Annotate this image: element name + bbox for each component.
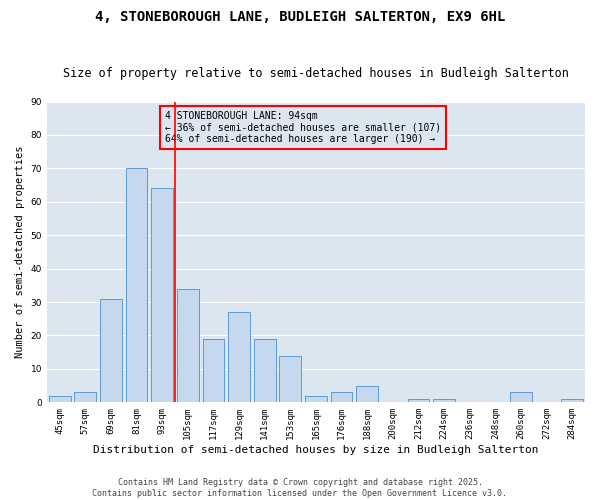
Text: 4, STONEBOROUGH LANE, BUDLEIGH SALTERTON, EX9 6HL: 4, STONEBOROUGH LANE, BUDLEIGH SALTERTON… <box>95 10 505 24</box>
Bar <box>203 339 224 402</box>
Y-axis label: Number of semi-detached properties: Number of semi-detached properties <box>15 146 25 358</box>
Bar <box>433 399 455 402</box>
Text: 4 STONEBOROUGH LANE: 94sqm
← 36% of semi-detached houses are smaller (107)
64% o: 4 STONEBOROUGH LANE: 94sqm ← 36% of semi… <box>165 110 442 144</box>
Bar <box>126 168 148 402</box>
Title: Size of property relative to semi-detached houses in Budleigh Salterton: Size of property relative to semi-detach… <box>63 66 569 80</box>
Bar <box>151 188 173 402</box>
Bar <box>331 392 352 402</box>
Bar <box>356 386 378 402</box>
Bar <box>100 298 122 403</box>
Bar <box>510 392 532 402</box>
Bar <box>74 392 96 402</box>
Bar <box>561 399 583 402</box>
Text: Contains HM Land Registry data © Crown copyright and database right 2025.
Contai: Contains HM Land Registry data © Crown c… <box>92 478 508 498</box>
Bar <box>407 399 430 402</box>
Bar <box>280 356 301 403</box>
X-axis label: Distribution of semi-detached houses by size in Budleigh Salterton: Distribution of semi-detached houses by … <box>93 445 539 455</box>
Bar <box>49 396 71 402</box>
Bar <box>228 312 250 402</box>
Bar <box>254 339 275 402</box>
Bar <box>305 396 327 402</box>
Bar <box>177 288 199 403</box>
